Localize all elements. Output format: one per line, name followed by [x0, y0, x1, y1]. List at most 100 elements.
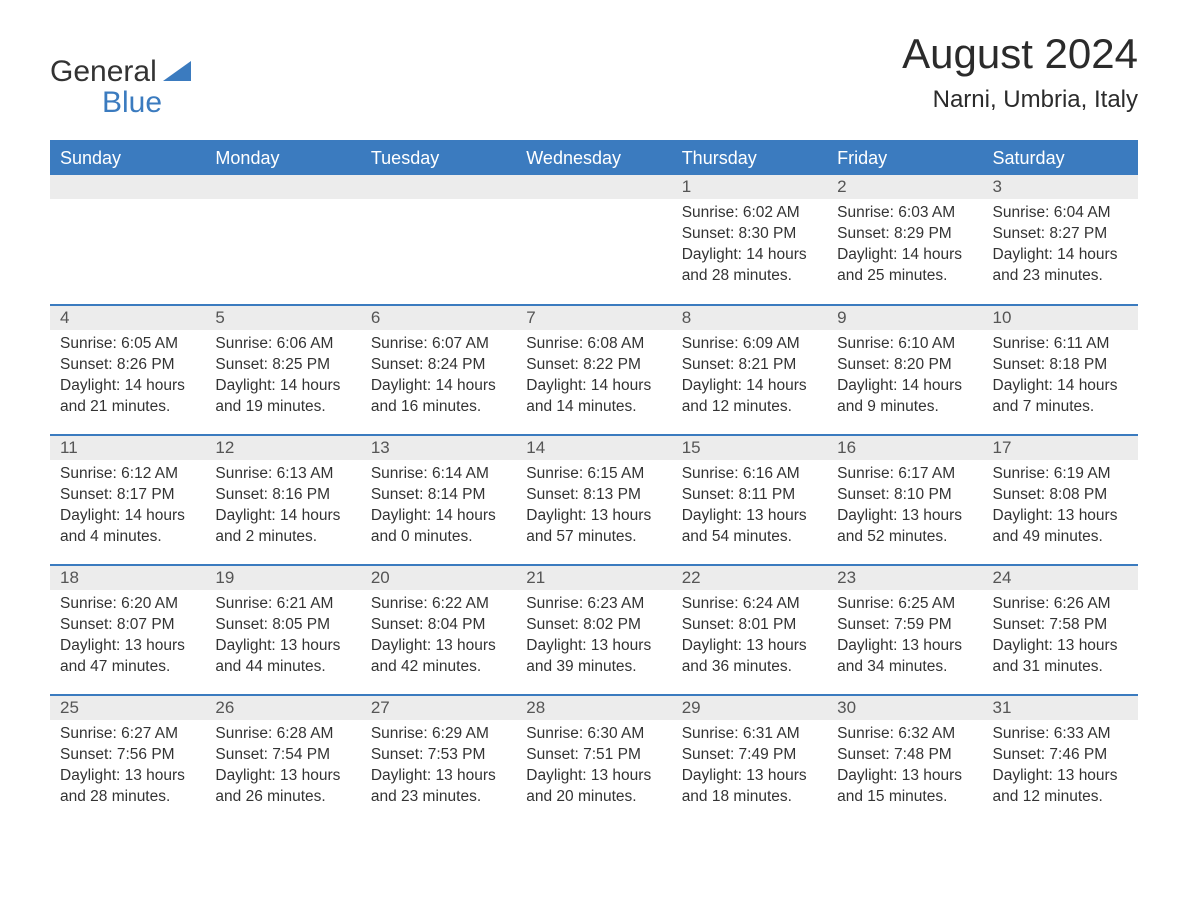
day-number-empty	[205, 175, 360, 199]
calendar-day-cell: 30Sunrise: 6:32 AMSunset: 7:48 PMDayligh…	[827, 695, 982, 825]
calendar-day-cell	[205, 175, 360, 305]
weekday-header-row: Sunday Monday Tuesday Wednesday Thursday…	[50, 141, 1138, 175]
sunset-line: Sunset: 8:16 PM	[215, 485, 350, 506]
day-number: 10	[983, 306, 1138, 330]
day-content: Sunrise: 6:09 AMSunset: 8:21 PMDaylight:…	[672, 330, 827, 424]
day-number: 9	[827, 306, 982, 330]
daylight-line-1: Daylight: 13 hours	[837, 766, 972, 787]
calendar-day-cell: 25Sunrise: 6:27 AMSunset: 7:56 PMDayligh…	[50, 695, 205, 825]
calendar-day-cell: 6Sunrise: 6:07 AMSunset: 8:24 PMDaylight…	[361, 305, 516, 435]
day-content: Sunrise: 6:19 AMSunset: 8:08 PMDaylight:…	[983, 460, 1138, 554]
sunset-line: Sunset: 8:10 PM	[837, 485, 972, 506]
calendar-day-cell: 4Sunrise: 6:05 AMSunset: 8:26 PMDaylight…	[50, 305, 205, 435]
sunrise-line: Sunrise: 6:19 AM	[993, 464, 1128, 485]
calendar-day-cell: 13Sunrise: 6:14 AMSunset: 8:14 PMDayligh…	[361, 435, 516, 565]
day-number-empty	[361, 175, 516, 199]
day-number: 30	[827, 696, 982, 720]
day-content: Sunrise: 6:32 AMSunset: 7:48 PMDaylight:…	[827, 720, 982, 814]
weekday-header: Saturday	[983, 141, 1138, 175]
sunset-line: Sunset: 7:59 PM	[837, 615, 972, 636]
sunset-line: Sunset: 8:26 PM	[60, 355, 195, 376]
day-content: Sunrise: 6:15 AMSunset: 8:13 PMDaylight:…	[516, 460, 671, 554]
daylight-line-2: and 16 minutes.	[371, 397, 506, 418]
daylight-line-2: and 47 minutes.	[60, 657, 195, 678]
daylight-line-2: and 28 minutes.	[60, 787, 195, 808]
daylight-line-1: Daylight: 14 hours	[60, 376, 195, 397]
sunset-line: Sunset: 8:08 PM	[993, 485, 1128, 506]
calendar-day-cell: 18Sunrise: 6:20 AMSunset: 8:07 PMDayligh…	[50, 565, 205, 695]
daylight-line-2: and 52 minutes.	[837, 527, 972, 548]
daylight-line-1: Daylight: 13 hours	[837, 506, 972, 527]
calendar-table: Sunday Monday Tuesday Wednesday Thursday…	[50, 140, 1138, 825]
daylight-line-2: and 42 minutes.	[371, 657, 506, 678]
day-number: 24	[983, 566, 1138, 590]
daylight-line-1: Daylight: 13 hours	[993, 506, 1128, 527]
daylight-line-1: Daylight: 14 hours	[682, 245, 817, 266]
calendar-day-cell: 19Sunrise: 6:21 AMSunset: 8:05 PMDayligh…	[205, 565, 360, 695]
calendar-day-cell	[516, 175, 671, 305]
sunset-line: Sunset: 7:53 PM	[371, 745, 506, 766]
calendar-day-cell: 8Sunrise: 6:09 AMSunset: 8:21 PMDaylight…	[672, 305, 827, 435]
sunset-line: Sunset: 8:25 PM	[215, 355, 350, 376]
weekday-header: Wednesday	[516, 141, 671, 175]
daylight-line-1: Daylight: 13 hours	[993, 636, 1128, 657]
day-number: 21	[516, 566, 671, 590]
sunset-line: Sunset: 7:48 PM	[837, 745, 972, 766]
sunrise-line: Sunrise: 6:09 AM	[682, 334, 817, 355]
calendar-day-cell: 26Sunrise: 6:28 AMSunset: 7:54 PMDayligh…	[205, 695, 360, 825]
daylight-line-2: and 7 minutes.	[993, 397, 1128, 418]
sunset-line: Sunset: 8:21 PM	[682, 355, 817, 376]
day-number: 31	[983, 696, 1138, 720]
day-number: 3	[983, 175, 1138, 199]
day-number: 13	[361, 436, 516, 460]
day-content: Sunrise: 6:06 AMSunset: 8:25 PMDaylight:…	[205, 330, 360, 424]
sunset-line: Sunset: 7:58 PM	[993, 615, 1128, 636]
sunrise-line: Sunrise: 6:05 AM	[60, 334, 195, 355]
day-content: Sunrise: 6:05 AMSunset: 8:26 PMDaylight:…	[50, 330, 205, 424]
weekday-header: Thursday	[672, 141, 827, 175]
page-header: General Blue August 2024 Narni, Umbria, …	[50, 30, 1138, 120]
day-content: Sunrise: 6:08 AMSunset: 8:22 PMDaylight:…	[516, 330, 671, 424]
daylight-line-2: and 49 minutes.	[993, 527, 1128, 548]
sunset-line: Sunset: 8:14 PM	[371, 485, 506, 506]
daylight-line-2: and 26 minutes.	[215, 787, 350, 808]
day-content: Sunrise: 6:23 AMSunset: 8:02 PMDaylight:…	[516, 590, 671, 684]
daylight-line-2: and 12 minutes.	[682, 397, 817, 418]
sunset-line: Sunset: 8:11 PM	[682, 485, 817, 506]
calendar-day-cell: 22Sunrise: 6:24 AMSunset: 8:01 PMDayligh…	[672, 565, 827, 695]
calendar-day-cell: 16Sunrise: 6:17 AMSunset: 8:10 PMDayligh…	[827, 435, 982, 565]
day-number: 19	[205, 566, 360, 590]
sunset-line: Sunset: 8:18 PM	[993, 355, 1128, 376]
daylight-line-1: Daylight: 14 hours	[215, 506, 350, 527]
sunrise-line: Sunrise: 6:29 AM	[371, 724, 506, 745]
month-title: August 2024	[902, 30, 1138, 78]
sunset-line: Sunset: 8:17 PM	[60, 485, 195, 506]
sunrise-line: Sunrise: 6:17 AM	[837, 464, 972, 485]
day-content: Sunrise: 6:12 AMSunset: 8:17 PMDaylight:…	[50, 460, 205, 554]
daylight-line-1: Daylight: 13 hours	[215, 766, 350, 787]
sunset-line: Sunset: 8:04 PM	[371, 615, 506, 636]
sunrise-line: Sunrise: 6:12 AM	[60, 464, 195, 485]
sunrise-line: Sunrise: 6:21 AM	[215, 594, 350, 615]
calendar-day-cell: 27Sunrise: 6:29 AMSunset: 7:53 PMDayligh…	[361, 695, 516, 825]
daylight-line-2: and 39 minutes.	[526, 657, 661, 678]
calendar-day-cell: 2Sunrise: 6:03 AMSunset: 8:29 PMDaylight…	[827, 175, 982, 305]
day-content: Sunrise: 6:29 AMSunset: 7:53 PMDaylight:…	[361, 720, 516, 814]
sunrise-line: Sunrise: 6:06 AM	[215, 334, 350, 355]
daylight-line-2: and 34 minutes.	[837, 657, 972, 678]
day-number: 14	[516, 436, 671, 460]
day-number: 8	[672, 306, 827, 330]
day-content: Sunrise: 6:30 AMSunset: 7:51 PMDaylight:…	[516, 720, 671, 814]
calendar-day-cell: 21Sunrise: 6:23 AMSunset: 8:02 PMDayligh…	[516, 565, 671, 695]
day-number: 4	[50, 306, 205, 330]
calendar-day-cell: 20Sunrise: 6:22 AMSunset: 8:04 PMDayligh…	[361, 565, 516, 695]
day-content: Sunrise: 6:02 AMSunset: 8:30 PMDaylight:…	[672, 199, 827, 293]
daylight-line-1: Daylight: 14 hours	[371, 376, 506, 397]
daylight-line-2: and 21 minutes.	[60, 397, 195, 418]
sunrise-line: Sunrise: 6:32 AM	[837, 724, 972, 745]
day-content: Sunrise: 6:33 AMSunset: 7:46 PMDaylight:…	[983, 720, 1138, 814]
daylight-line-1: Daylight: 13 hours	[526, 636, 661, 657]
sunrise-line: Sunrise: 6:11 AM	[993, 334, 1128, 355]
day-content: Sunrise: 6:25 AMSunset: 7:59 PMDaylight:…	[827, 590, 982, 684]
sunset-line: Sunset: 7:51 PM	[526, 745, 661, 766]
